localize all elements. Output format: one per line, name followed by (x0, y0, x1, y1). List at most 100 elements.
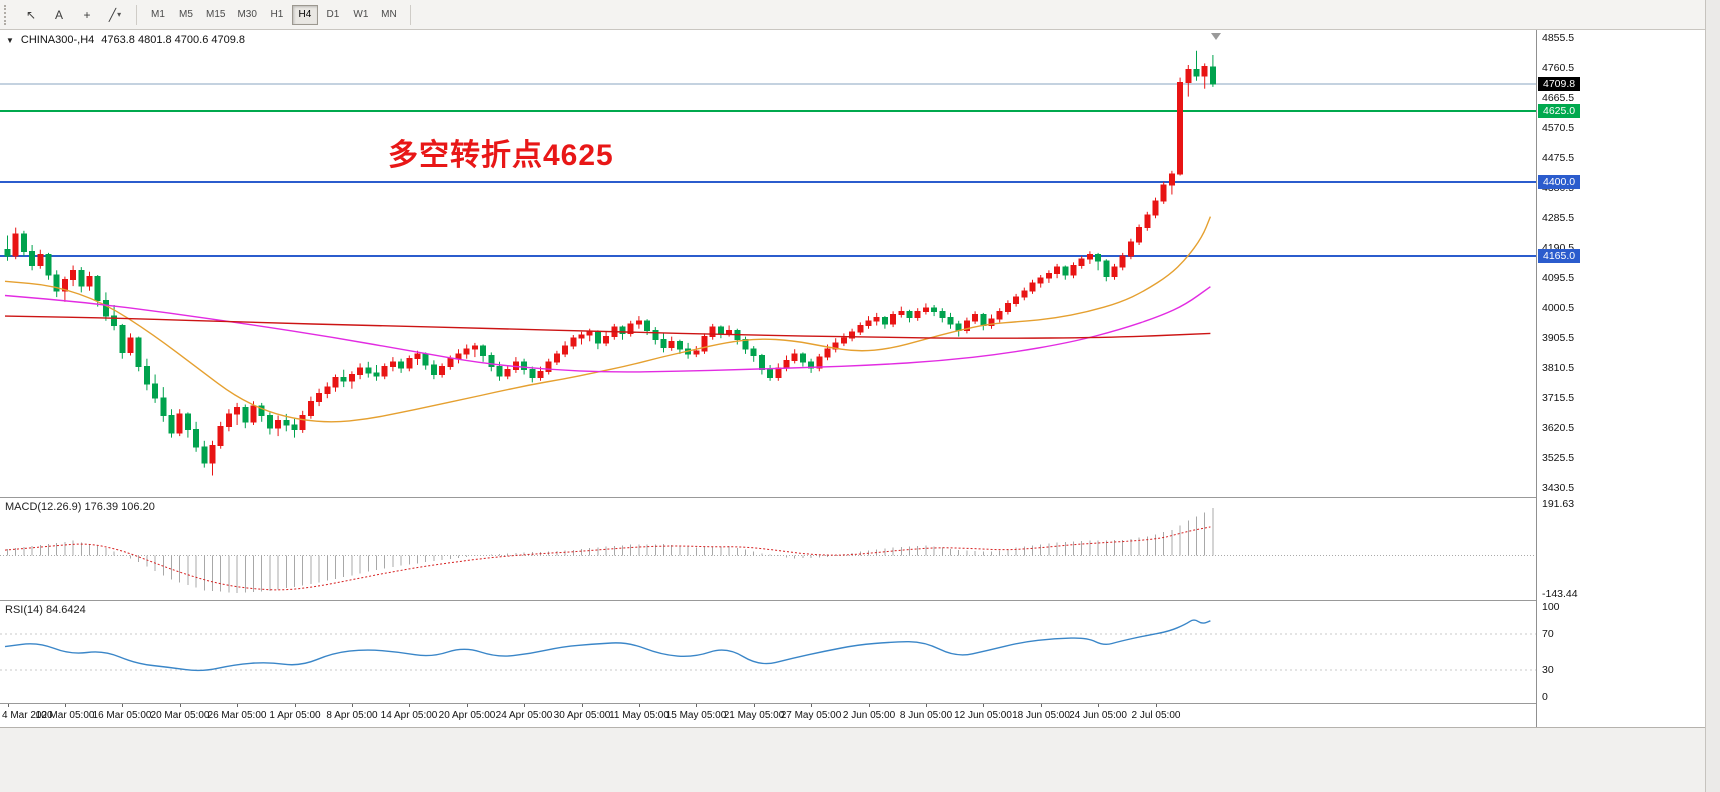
macd-label: MACD(12.26.9) 176.39 106.20 (5, 501, 155, 513)
price-tick-label: 4095.5 (1542, 272, 1575, 284)
time-axis-tick (122, 704, 123, 707)
time-axis-tick (582, 704, 583, 707)
macd-signal-line (4, 526, 1211, 591)
timeframe-m30-button[interactable]: M30 (232, 5, 261, 25)
crosshair-tool-button[interactable]: + (74, 4, 100, 26)
rsi-axis-label: 0 (1542, 691, 1548, 703)
price-tick-label: 4570.5 (1542, 122, 1575, 134)
time-axis-tick (1098, 704, 1099, 707)
cursor-tool-button[interactable]: ↖ (18, 4, 44, 26)
time-axis-label: 27 May 05:00 (780, 710, 842, 721)
ma-fast-line (4, 216, 1212, 423)
time-axis-tick (926, 704, 927, 707)
time-axis-label: 14 Apr 05:00 (380, 710, 438, 721)
panel-splitter[interactable] (0, 497, 1705, 498)
timeframe-m5-button[interactable]: M5 (173, 5, 199, 25)
toolbar-separator (409, 4, 411, 25)
rsi-axis-label: 30 (1542, 664, 1554, 676)
price-tag-4400.0: 4400.0 (1538, 174, 1581, 189)
time-axis-label: 24 Jun 05:00 (1069, 710, 1127, 721)
time-axis-tick (352, 704, 353, 707)
price-tag-4165.0: 4165.0 (1538, 249, 1581, 264)
price-tick-label: 3620.5 (1542, 422, 1575, 434)
price-tick-label: 3905.5 (1542, 332, 1575, 344)
price-tick-label: 4760.5 (1542, 62, 1575, 74)
time-axis-label: 24 Apr 05:00 (495, 710, 553, 721)
chart-ohlc-quote: 4763.8 4801.8 4700.6 4709.8 (101, 34, 246, 46)
text-tool-button[interactable]: A (46, 4, 72, 26)
timeframe-m15-button[interactable]: M15 (201, 5, 230, 25)
price-tag-4625.0: 4625.0 (1538, 103, 1581, 118)
crosshair-icon: + (83, 7, 91, 22)
time-axis-label: 4 Mar 2020 (2, 710, 53, 721)
chart-shift-marker (1211, 33, 1221, 40)
rsi-label: RSI(14) 84.6424 (5, 604, 86, 616)
annotation-text[interactable]: 多空转折点4625 (388, 139, 614, 172)
timeframe-h4-button[interactable]: H4 (291, 4, 318, 25)
macd-histogram (7, 508, 1214, 594)
rsi-panel[interactable]: RSI(14) 84.6424 (0, 601, 1536, 703)
rsi-axis-label: 70 (1542, 628, 1554, 640)
time-axis[interactable]: 4 Mar 2020 10 Mar 05:00 16 Mar 05:00 20 Mar… (0, 704, 1536, 727)
price-tick-label: 3810.5 (1542, 362, 1575, 374)
trendline-icon: ╱ (108, 7, 117, 22)
time-axis-label: 12 Jun 05:00 (954, 710, 1012, 721)
time-axis-label: 16 Mar 05:00 (92, 710, 152, 721)
time-axis-label: 10 Mar 05:00 (35, 710, 95, 721)
vertical-scrollbar[interactable] (1705, 0, 1720, 792)
time-axis-tick (811, 704, 812, 707)
price-axis[interactable]: 4855.54760.54665.54570.54475.54380.54285… (1536, 30, 1705, 727)
time-axis-tick (409, 704, 410, 707)
timeframe-d1-button[interactable]: D1 (320, 5, 346, 25)
time-axis-label: 20 Apr 05:00 (438, 710, 496, 721)
ma-slow-line (4, 315, 1211, 339)
horizontal-level-lines[interactable] (0, 83, 1536, 258)
panel-splitter[interactable] (0, 703, 1705, 704)
shapes-tool-button[interactable]: ╱ ▾ (102, 4, 128, 26)
time-axis-label: 1 Apr 05:00 (269, 710, 321, 721)
time-axis-label: 8 Apr 05:00 (326, 710, 378, 721)
candlestick-chart[interactable] (0, 30, 1536, 497)
price-tag-4709.8: 4709.8 (1538, 77, 1581, 91)
price-tick-label: 4475.5 (1542, 152, 1575, 164)
rsi-chart[interactable] (0, 601, 1536, 703)
price-tick-label: 3525.5 (1542, 452, 1575, 464)
time-axis-tick (1041, 704, 1042, 707)
text-tool-icon: A (54, 7, 63, 22)
toolbar-separator (136, 4, 137, 25)
price-tick-label: 3430.5 (1542, 482, 1575, 494)
main-chart-panel[interactable]: ▼ CHINA300-,H4 4763.8 4801.8 4700.6 4709… (0, 30, 1536, 497)
time-axis-tick (65, 704, 66, 707)
time-axis-tick (8, 704, 9, 707)
toolbar: ↖ A + ╱ ▾ M1 M5 M15 M30 H1 H4 D1 W1 MN (0, 0, 1720, 30)
time-axis-tick (1156, 704, 1157, 707)
time-axis-tick (467, 704, 468, 707)
time-axis-label: 2 Jun 05:00 (842, 710, 896, 721)
price-tick-label: 4000.5 (1542, 302, 1575, 314)
panel-splitter[interactable] (0, 600, 1705, 601)
chevron-down-icon: ▾ (117, 10, 122, 19)
price-tick-label: 3715.5 (1542, 392, 1575, 404)
time-axis-tick (639, 704, 640, 707)
time-axis-label: 11 May 05:00 (609, 710, 669, 721)
time-axis-tick (869, 704, 870, 707)
macd-panel[interactable]: MACD(12.26.9) 176.39 106.20 (0, 498, 1536, 600)
timeframe-w1-button[interactable]: W1 (348, 5, 374, 25)
time-axis-label: 21 May 05:00 (723, 710, 785, 721)
chart-symbol-period: CHINA300-,H4 (20, 34, 95, 46)
time-axis-label: 26 Mar 05:00 (207, 710, 267, 721)
time-axis-tick (295, 704, 296, 707)
toolbar-grip[interactable] (4, 4, 11, 25)
time-axis-label: 15 May 05:00 (665, 710, 727, 721)
candles (4, 50, 1216, 476)
price-tick-label: 4855.5 (1542, 32, 1575, 44)
macd-chart[interactable] (0, 498, 1536, 600)
time-axis-tick (237, 704, 238, 707)
timeframe-m1-button[interactable]: M1 (145, 5, 171, 25)
timeframe-h1-button[interactable]: H1 (264, 5, 290, 25)
timeframe-mn-button[interactable]: MN (376, 5, 402, 25)
rsi-line (4, 619, 1211, 672)
time-axis-label: 30 Apr 05:00 (553, 710, 611, 721)
time-axis-tick (524, 704, 525, 707)
